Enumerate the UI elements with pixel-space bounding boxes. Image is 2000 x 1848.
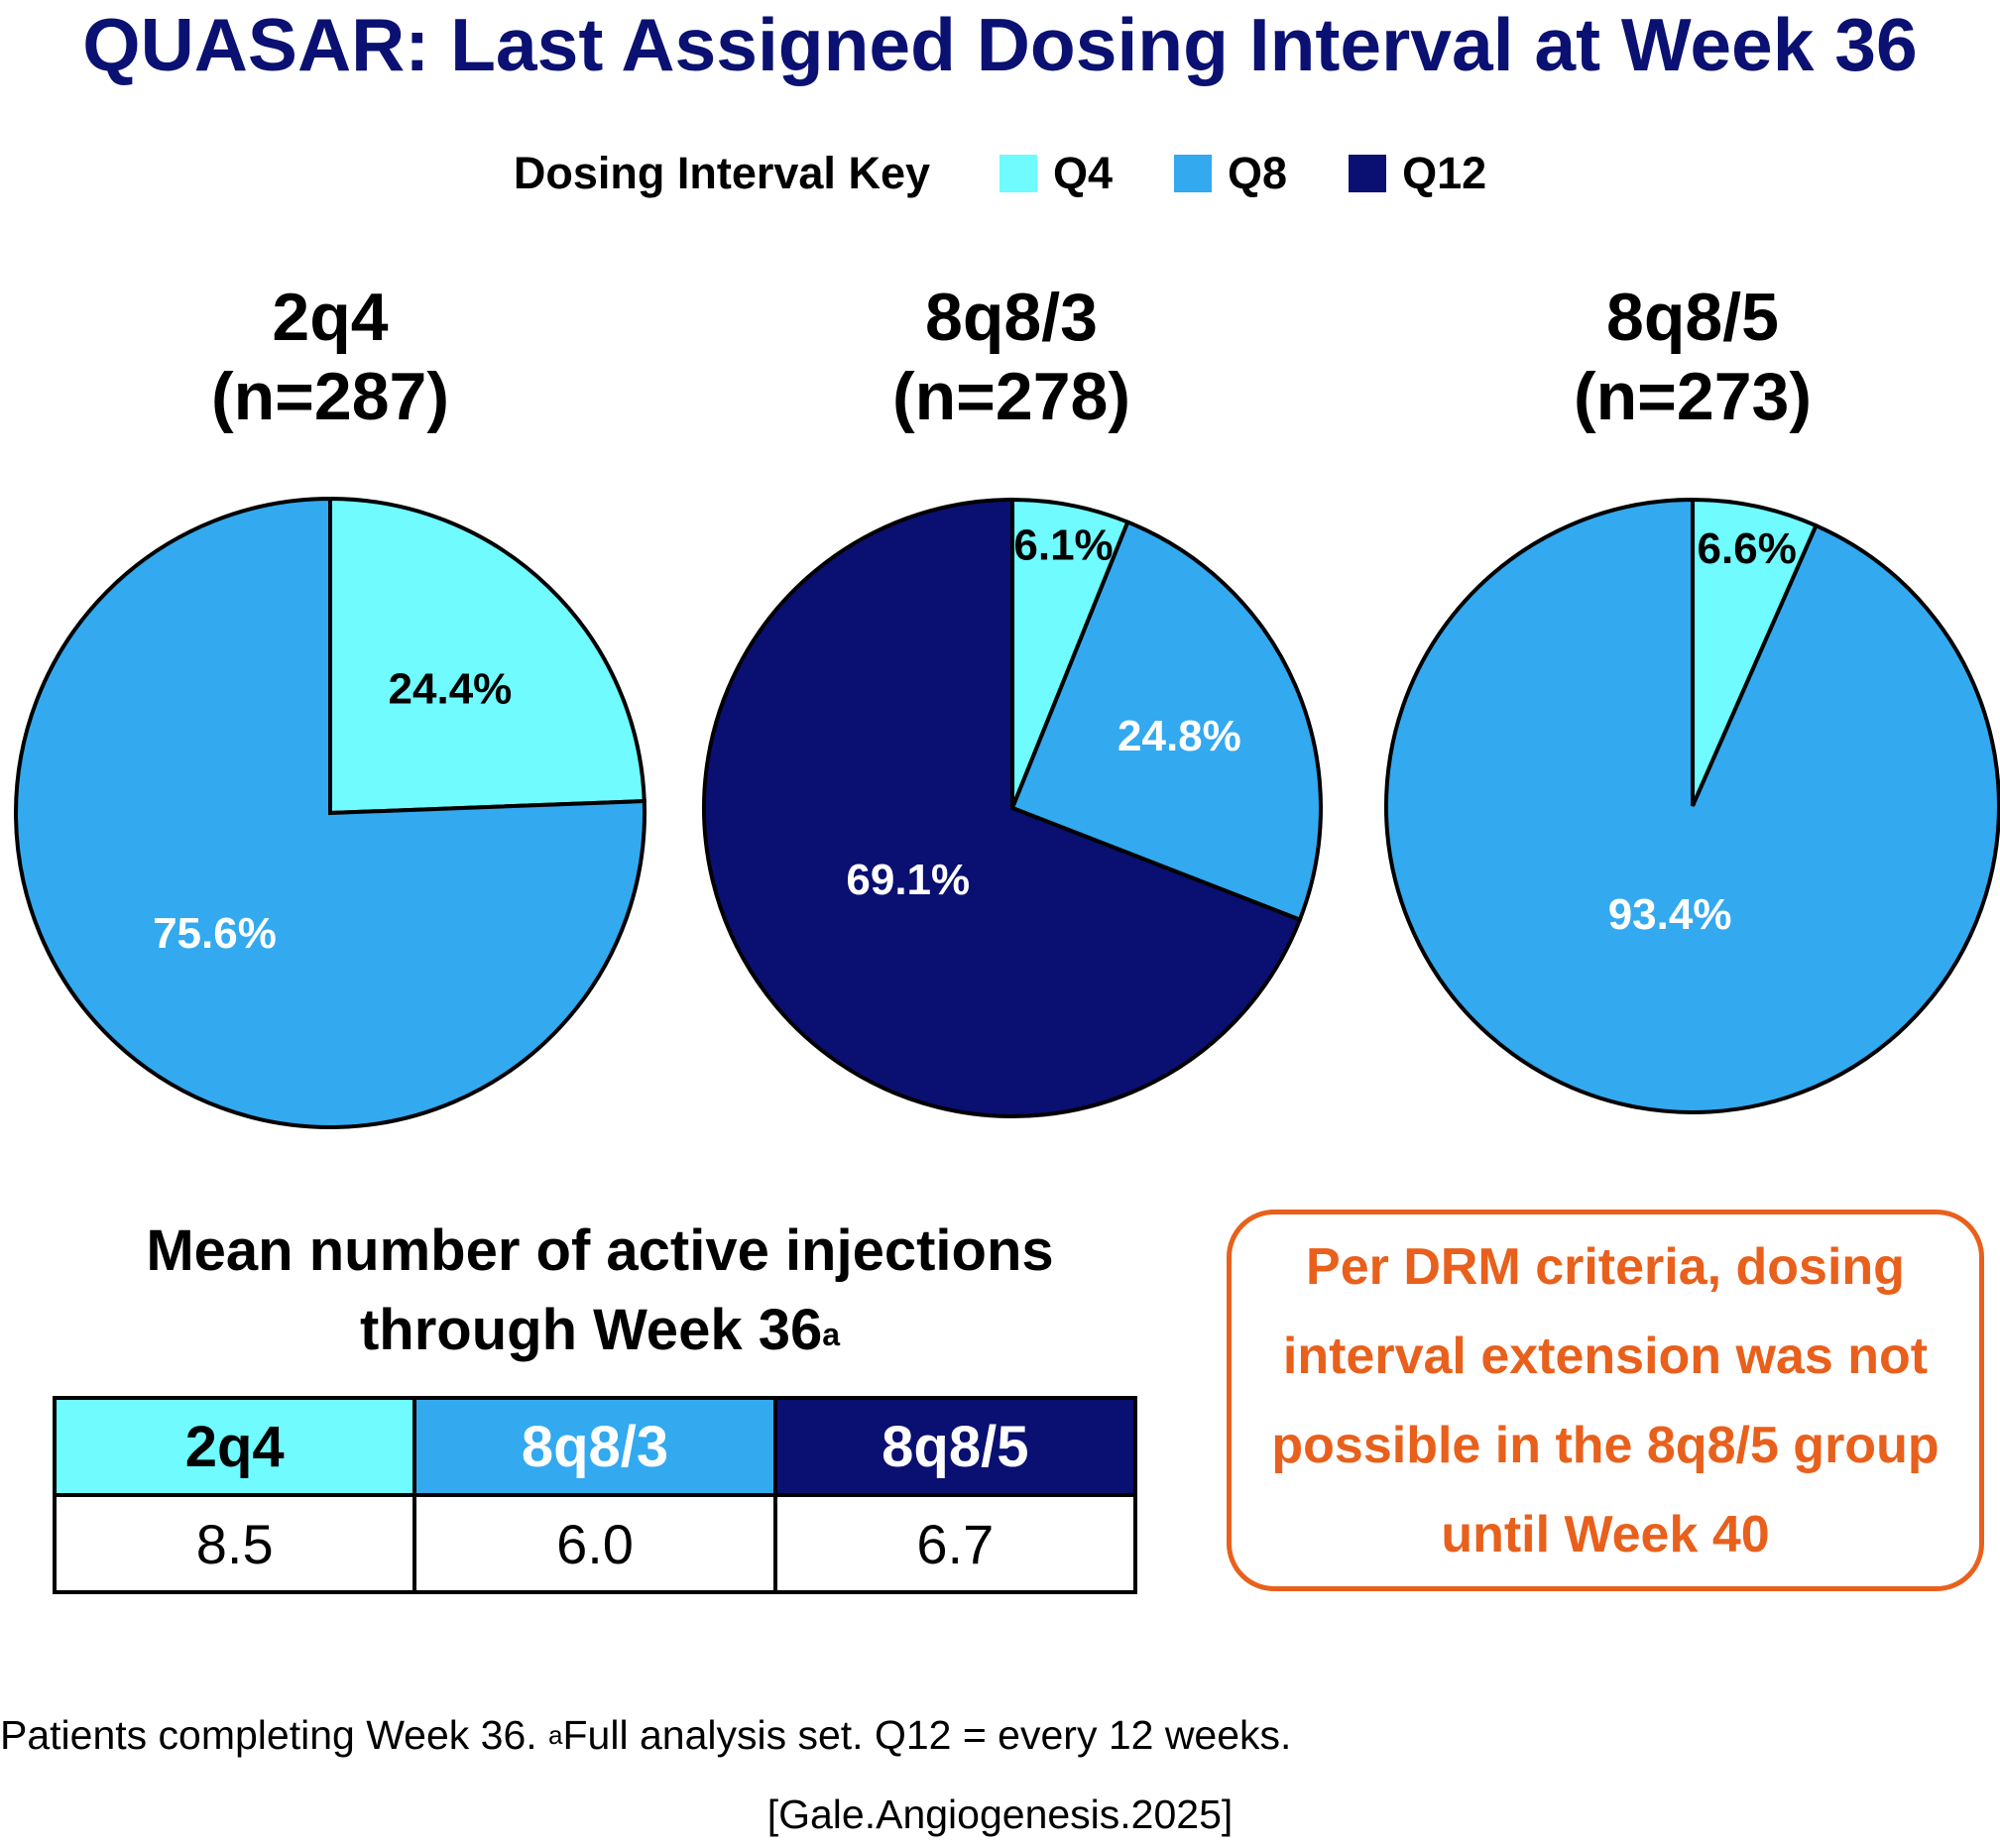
footnote-part2: Full analysis set. Q12 = every 12 weeks.	[562, 1712, 1292, 1758]
footnote-sup: a	[548, 1720, 563, 1750]
drm-note-text: Per DRM criteria, dosing interval extens…	[1271, 1237, 1940, 1563]
pie-slice-2q4-q8	[14, 496, 647, 1129]
table-header-row: 2q4 8q8/3 8q8/5	[52, 1396, 1138, 1497]
table-header-8q8-5: 8q8/5	[772, 1396, 1138, 1497]
table-header-8q8-3: 8q8/3	[412, 1396, 777, 1497]
drm-note-box: Per DRM criteria, dosing interval extens…	[1227, 1210, 1984, 1591]
legend-item-q8: Q8	[1174, 148, 1287, 199]
legend-label-q12: Q12	[1402, 148, 1487, 198]
pie-label-8q8-3-q4: 6.1%	[1013, 520, 1113, 569]
legend-label-q8: Q8	[1228, 148, 1288, 198]
pie-slice-8q8-5-q4	[1691, 497, 1820, 807]
pie-header-2q4: 2q4 (n=287)	[3, 278, 657, 436]
pie-label-8q8-5-q8: 93.4%	[1608, 890, 1732, 939]
legend-swatch-q8	[1174, 155, 1213, 192]
pie-label-8q8-3-q8: 24.8%	[1118, 712, 1241, 760]
citation: [Gale.Angiogenesis.2025]	[766, 1791, 1234, 1837]
table-cell-2q4: 8.5	[52, 1493, 417, 1594]
pie-header-8q8-5: 8q8/5 (n=273)	[1365, 278, 2000, 436]
pie-label-2q4-q4: 24.4%	[389, 664, 513, 713]
pie-charts: 24.4% 75.6% 6.1% 24.8% 69.1% 6.6% 93.4%	[14, 496, 2000, 1129]
legend-item-q12: Q12	[1349, 148, 1486, 199]
table-cell-8q8-5: 6.7	[772, 1493, 1138, 1594]
legend-item-q4: Q4	[1000, 148, 1113, 199]
page-title: QUASAR: Last Assigned Dosing Interval at…	[82, 3, 1918, 86]
table-header-2q4: 2q4	[52, 1396, 417, 1497]
footnote: Patients completing Week 36. aFull analy…	[0, 1705, 1291, 1765]
legend: Dosing Interval Key Q4 Q8 Q12	[0, 139, 2000, 208]
legend-swatch-q4	[1000, 155, 1037, 192]
pie-slice-8q8-3-q12	[702, 497, 1303, 1118]
pie-subtitle-2q4: (n=287)	[211, 359, 449, 434]
mean-table-title-sup: a	[822, 1317, 841, 1352]
pie-slice-8q8-3-q4	[1010, 497, 1130, 809]
table-cell-8q8-3: 6.0	[412, 1493, 777, 1594]
pie-slice-8q8-3-q8	[1009, 519, 1323, 923]
pie-subtitle-8q8-3: (n=278)	[892, 359, 1130, 434]
pie-title-2q4: 2q4	[272, 280, 389, 355]
mean-table-title: Mean number of active injections through…	[40, 1212, 1160, 1370]
legend-label-q4: Q4	[1053, 148, 1114, 198]
legend-title: Dosing Interval Key	[513, 148, 930, 198]
pie-label-8q8-5-q4: 6.6%	[1698, 524, 1797, 573]
pie-header-8q8-3: 8q8/3 (n=278)	[684, 278, 1339, 436]
pie-subtitle-8q8-5: (n=273)	[1574, 359, 1812, 434]
pie-label-8q8-3-q12: 69.1%	[846, 856, 970, 904]
footnote-part1: Patients completing Week 36.	[0, 1712, 549, 1758]
pie-label-2q4-q8: 75.6%	[153, 909, 277, 958]
pie-slice-8q8-5-q8	[1384, 497, 2000, 1114]
pie-title-8q8-5: 8q8/5	[1606, 280, 1779, 355]
legend-swatch-q12	[1349, 155, 1387, 192]
pie-title-8q8-3: 8q8/3	[925, 280, 1098, 355]
pie-slice-2q4-q4	[328, 496, 647, 816]
table-row: 8.5 6.0 6.7	[52, 1493, 1138, 1594]
mean-table-title-line1: Mean number of active injections	[146, 1218, 1054, 1283]
mean-table-title-line2: through Week 36	[359, 1298, 823, 1362]
mean-injections-table: 2q4 8q8/3 8q8/5 8.5 6.0 6.7	[52, 1396, 1138, 1594]
